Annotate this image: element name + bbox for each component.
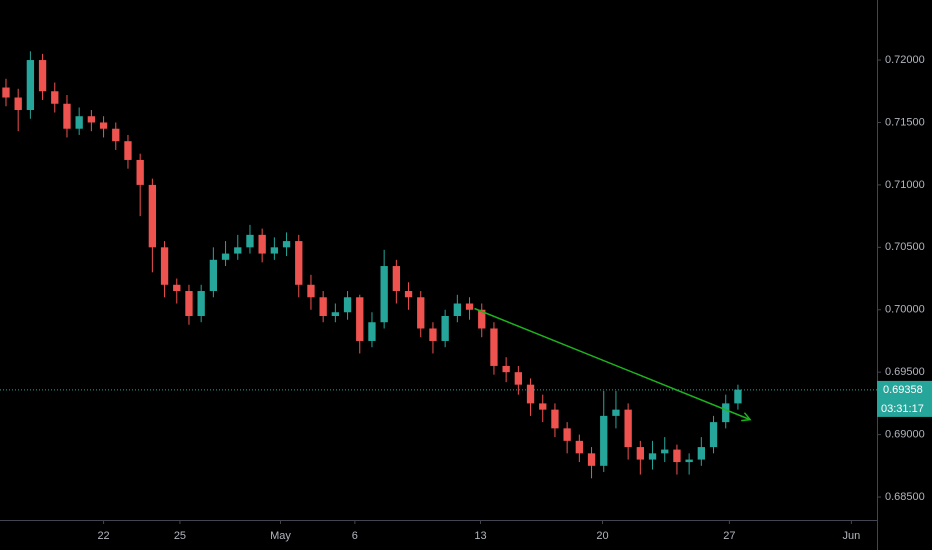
candle-body (404, 291, 413, 298)
candle-body (160, 247, 169, 285)
candle-body (453, 303, 462, 316)
candle-body (685, 459, 693, 463)
candle-body (661, 449, 669, 454)
candle-body (697, 447, 705, 460)
candle-body (465, 303, 474, 310)
candle-body (478, 309, 486, 329)
y-tick-label: 0.68500 (885, 491, 925, 503)
candle-body (575, 440, 583, 454)
candle-body (173, 284, 181, 292)
candle-body (734, 389, 742, 404)
candle-body (234, 247, 242, 254)
trendline-arrow (741, 412, 752, 422)
candle-body (587, 453, 596, 466)
candle-body (356, 297, 364, 341)
x-tick-label: 20 (596, 530, 608, 542)
candle-body (539, 403, 547, 410)
candle-body (429, 328, 437, 341)
candle-body (14, 97, 22, 110)
candle-body (307, 284, 315, 298)
candle-body (612, 409, 620, 416)
candle-body (490, 328, 498, 366)
candle-body (295, 241, 303, 285)
x-tick-label: 25 (174, 530, 186, 542)
candle-body (124, 141, 132, 160)
x-tick-label: May (270, 530, 291, 542)
candle-body (331, 312, 340, 316)
candle-body (258, 234, 266, 254)
candle-body (221, 253, 230, 260)
candle-body (87, 116, 96, 123)
x-tick-label: 27 (723, 530, 735, 542)
candle-body (636, 447, 644, 460)
candle-body (209, 259, 218, 292)
candle-body (2, 87, 10, 98)
candle-body (551, 409, 559, 429)
candle-body (392, 266, 401, 292)
y-tick-label: 0.69500 (885, 366, 925, 378)
y-tick-label: 0.72000 (885, 54, 925, 66)
y-tick-label: 0.69000 (885, 429, 925, 441)
candle-body (136, 159, 144, 185)
candle-body (648, 453, 657, 460)
candle-body (63, 103, 71, 129)
candle-body (502, 365, 510, 373)
candle-body (112, 128, 120, 142)
candle-body (99, 122, 108, 129)
candle-body (197, 291, 205, 316)
candle-body (270, 247, 279, 254)
candle-body (441, 315, 449, 341)
candle-body (282, 241, 291, 248)
candle-body (185, 291, 193, 316)
candle-body (148, 184, 157, 248)
last-price-label: 0.69358 (883, 384, 923, 396)
y-tick-label: 0.70500 (885, 241, 925, 253)
x-tick-label: 6 (352, 530, 358, 542)
x-tick-label: 22 (97, 530, 109, 542)
candle-body (563, 428, 571, 441)
candle-body (75, 116, 83, 129)
candle-body (343, 297, 352, 313)
x-tick-label: 13 (474, 530, 486, 542)
candle-body (722, 403, 730, 423)
last-price-box (877, 380, 932, 417)
candle-body (26, 60, 35, 110)
candle-body (709, 422, 718, 448)
candle-body (368, 322, 376, 341)
candle-body (673, 449, 681, 463)
x-tick-label: Jun (843, 530, 861, 542)
candle-body (51, 91, 59, 104)
countdown-label: 03:31:17 (881, 403, 924, 415)
candle-body (246, 234, 254, 248)
candle-body (417, 297, 425, 329)
candle-body (319, 297, 327, 316)
candle-body (526, 384, 535, 404)
candle-body (38, 60, 47, 92)
trendline (474, 307, 751, 421)
y-tick-label: 0.70000 (885, 304, 925, 316)
candle-body (624, 409, 632, 448)
candle-body (380, 266, 388, 323)
y-tick-label: 0.71500 (885, 116, 925, 128)
candle-body (600, 415, 608, 466)
candle-body (514, 372, 523, 385)
y-tick-label: 0.71000 (885, 179, 925, 191)
